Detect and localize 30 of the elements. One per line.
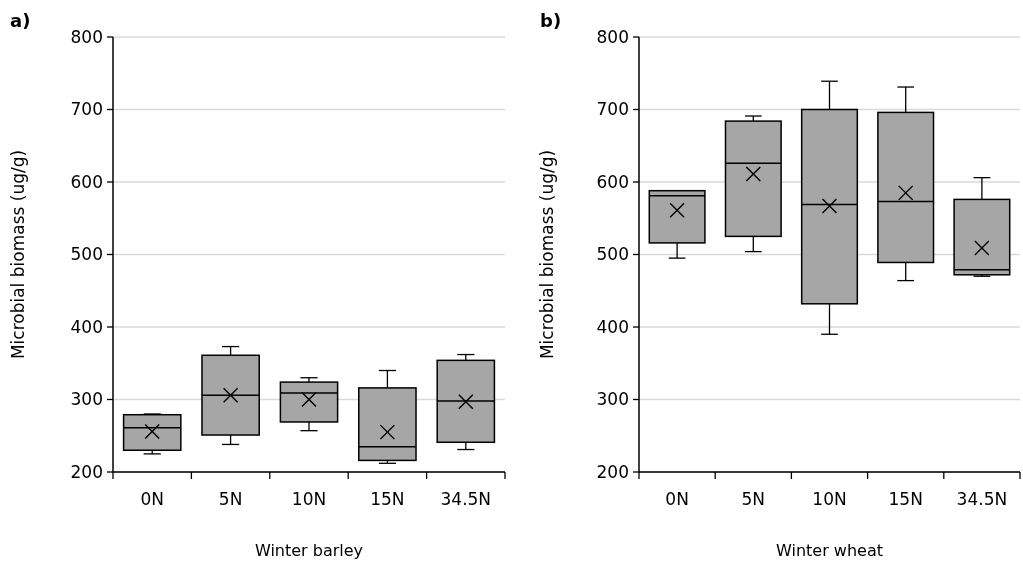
y-tick-label: 500 <box>596 244 629 265</box>
y-tick-label: 800 <box>70 26 103 47</box>
x-tick-label: 15N <box>370 489 405 509</box>
chart-title: a) <box>10 10 31 31</box>
x-tick-label: 0N <box>665 489 689 509</box>
y-tick-label: 700 <box>70 99 103 120</box>
x-tick-label: 0N <box>140 489 164 509</box>
x-tick-label: 15N <box>888 489 923 509</box>
x-axis-title: Winter wheat <box>776 541 883 560</box>
chart-title: b) <box>540 10 562 31</box>
y-tick-label: 200 <box>596 461 629 482</box>
y-tick-label: 400 <box>70 316 103 337</box>
y-tick-label: 400 <box>596 316 629 337</box>
y-tick-label: 300 <box>70 389 103 410</box>
x-tick-label: 10N <box>812 489 847 509</box>
y-tick-label: 200 <box>70 461 103 482</box>
y-tick-label: 500 <box>70 244 103 265</box>
y-tick-label: 600 <box>70 171 103 192</box>
x-tick-label: 34.5N <box>440 489 492 509</box>
x-tick-label: 5N <box>741 489 766 509</box>
x-tick-label: 34.5N <box>956 489 1008 509</box>
y-tick-label: 800 <box>596 26 629 47</box>
x-tick-label: 5N <box>218 489 243 509</box>
y-axis-title: Microbial biomass (ug/g) <box>8 149 28 360</box>
x-axis-title: Winter barley <box>254 541 364 560</box>
y-axis-title: Microbial biomass (ug/g) <box>537 149 557 360</box>
y-tick-label: 600 <box>596 171 629 192</box>
y-tick-label: 700 <box>596 99 629 120</box>
y-tick-label: 300 <box>596 389 629 410</box>
x-tick-label: 10N <box>291 489 327 509</box>
